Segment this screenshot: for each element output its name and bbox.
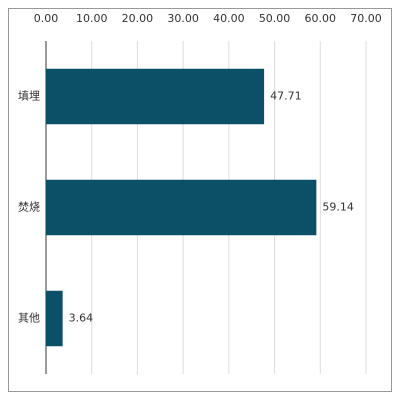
value-label: 59.14 [322, 201, 354, 214]
bar [46, 68, 265, 125]
x-tick-label: 50.00 [259, 12, 291, 25]
x-tick-label: 70.00 [350, 12, 382, 25]
y-tick-label: 其他 [18, 312, 40, 325]
bar [46, 290, 63, 347]
x-tick-label: 20.00 [122, 12, 154, 25]
y-tick-label: 焚烧 [18, 201, 40, 214]
value-label: 3.64 [69, 312, 94, 325]
x-tick-label: 60.00 [305, 12, 337, 25]
x-tick-label: 40.00 [213, 12, 245, 25]
x-tick-label: 0.00 [34, 12, 59, 25]
bar [46, 179, 317, 236]
value-label: 47.71 [270, 90, 302, 103]
x-tick-label: 10.00 [76, 12, 108, 25]
y-tick-label: 填埋 [18, 89, 40, 103]
x-tick-label: 30.00 [167, 12, 199, 25]
